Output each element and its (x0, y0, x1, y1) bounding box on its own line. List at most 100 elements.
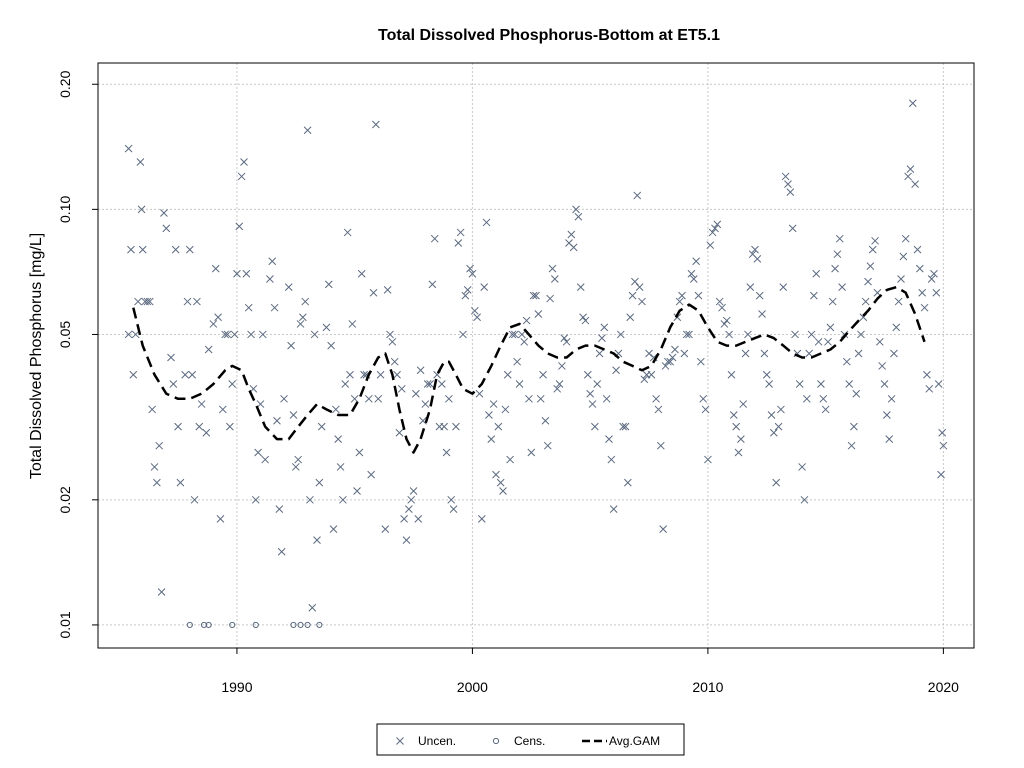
uncensored-point (204, 345, 213, 354)
uncensored-point (357, 269, 366, 278)
uncensored-point (894, 297, 903, 306)
uncensored-point (412, 389, 420, 398)
uncensored-point (228, 380, 237, 388)
uncensored-point (847, 441, 856, 450)
uncensored-point (171, 245, 180, 254)
uncensored-point (287, 341, 295, 350)
uncensored-point (428, 280, 437, 289)
uncensored-point (440, 422, 449, 431)
uncensored-point (520, 337, 529, 346)
uncensored-point (699, 394, 708, 403)
y-tick-label: 0.10 (57, 196, 73, 223)
uncensored-point (591, 422, 599, 431)
uncensored-point (890, 349, 898, 358)
uncensored-point (600, 323, 609, 332)
uncensored-point (850, 422, 858, 431)
uncensored-point (482, 218, 491, 227)
uncensored-point (864, 277, 872, 286)
uncensored-point (880, 380, 889, 388)
uncensored-point (934, 380, 943, 388)
uncensored-point (221, 330, 230, 339)
uncensored-point (131, 330, 140, 339)
uncensored-point (185, 245, 194, 254)
censored-point (252, 621, 259, 629)
uncensored-point (541, 416, 550, 425)
uncensored-point (447, 495, 456, 504)
uncensored-point (270, 303, 279, 312)
uncensored-point (923, 370, 931, 379)
uncensored-point (576, 283, 585, 291)
legend-label: Cens. (514, 734, 545, 748)
y-axis-label: Total Dissolved Phosphorus [mg/L] (28, 233, 45, 479)
uncensored-point (546, 294, 554, 303)
legend-label: Uncen. (418, 734, 456, 748)
uncensored-point (235, 222, 244, 231)
uncensored-point (214, 313, 222, 322)
uncensored-point (739, 400, 748, 408)
legend-label: Avg.GAM (609, 734, 660, 748)
uncensored-point (400, 514, 408, 523)
uncensored-point (671, 345, 679, 354)
uncensored-point (845, 380, 854, 388)
uncensored-point (875, 337, 884, 346)
censored-points (186, 621, 323, 629)
uncensored-point (621, 422, 630, 431)
uncensored-point (687, 269, 696, 278)
uncensored-point (817, 380, 825, 388)
uncensored-point (336, 463, 345, 471)
uncensored-point (558, 362, 566, 370)
uncensored-point (383, 286, 392, 294)
uncensored-point (487, 435, 496, 443)
uncensored-point (374, 394, 383, 403)
uncensored-point (694, 291, 703, 300)
uncensored-point (137, 205, 146, 214)
uncensored-point (715, 297, 724, 306)
uncensored-point (534, 310, 543, 318)
uncensored-point (268, 257, 277, 266)
uncensored-point (628, 291, 637, 300)
uncensored-point (492, 470, 500, 479)
legend: Uncen. Cens. Avg.GAM (376, 723, 685, 756)
uncensored-point (226, 422, 234, 431)
uncensored-point (470, 306, 479, 315)
uncensored-point (237, 172, 246, 181)
uncensored-point (346, 370, 354, 379)
uncensored-point (732, 422, 741, 431)
uncensored-point (395, 428, 404, 437)
uncensored-point (791, 330, 799, 339)
uncensored-point (150, 463, 159, 471)
uncensored-point (473, 313, 481, 322)
uncensored-point (124, 330, 133, 339)
uncensored-point (774, 422, 783, 431)
uncensored-point (195, 422, 204, 431)
uncensored-point (579, 313, 587, 322)
uncensored-point (308, 603, 317, 612)
uncensored-point (216, 514, 225, 523)
uncensored-point (814, 337, 823, 346)
uncensored-point (930, 269, 938, 278)
uncensored-point (675, 297, 684, 306)
uncensored-point (299, 313, 307, 322)
uncensored-point (315, 478, 324, 487)
uncensored-point (708, 228, 717, 237)
uncensored-point (485, 411, 493, 419)
uncensored-point (348, 320, 357, 328)
uncensored-point (861, 297, 870, 306)
uncensored-point (734, 448, 743, 457)
uncensored-point (706, 241, 715, 250)
uncensored-point (477, 514, 486, 523)
uncensored-point (341, 380, 350, 388)
uncensored-point (515, 380, 524, 388)
uncensored-point (124, 144, 133, 153)
gam-line (132, 285, 926, 454)
uncensored-point (567, 230, 576, 239)
uncensored-point (821, 405, 830, 414)
uncensored-point (251, 495, 260, 504)
uncensored-point (569, 243, 578, 252)
uncensored-point (781, 172, 790, 181)
uncensored-point (522, 316, 531, 325)
uncensored-point (468, 269, 477, 278)
uncensored-point (911, 180, 919, 188)
uncensored-point (784, 180, 792, 188)
grid (98, 63, 974, 648)
